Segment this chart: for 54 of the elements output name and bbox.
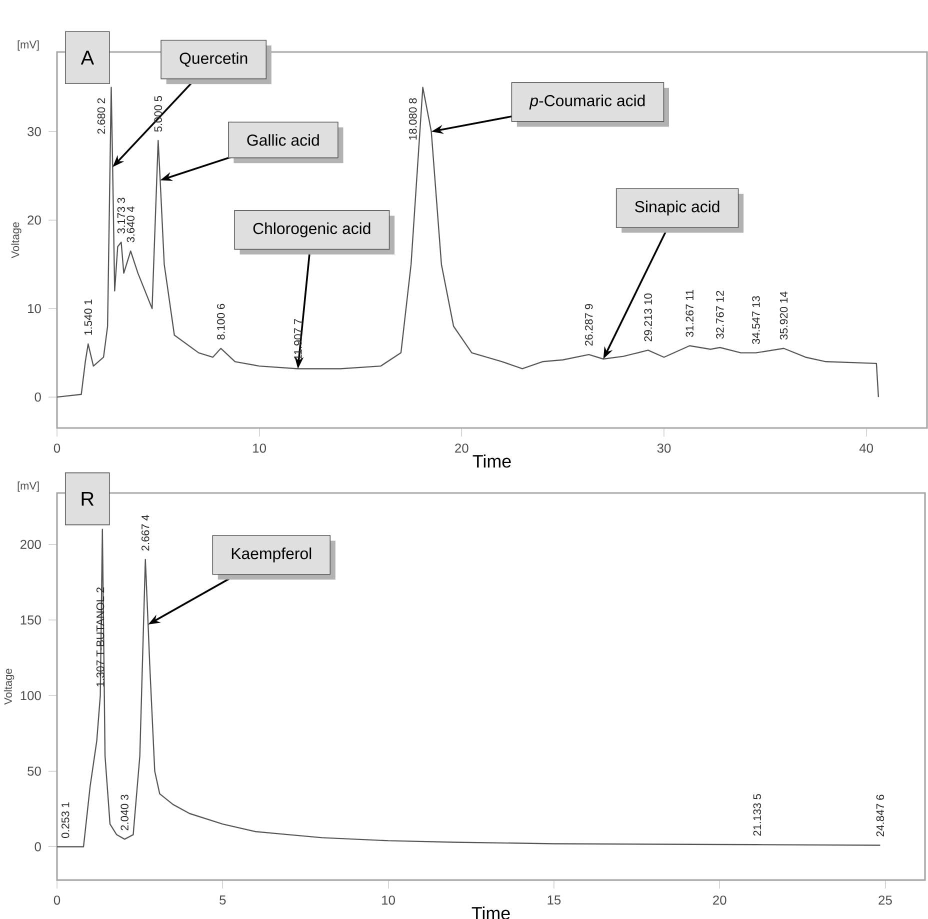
annotation: 34.547 13	[752, 296, 760, 344]
chart-title: R	[82, 492, 94, 506]
x-tick-label: 0	[54, 444, 60, 453]
annotation: 0.253 1	[62, 802, 70, 838]
text: [mV]	[18, 482, 39, 492]
annotation: Sinapic acid	[635, 200, 720, 216]
x-tick-label: 20	[713, 896, 726, 905]
annotation: p-Coumaric acid	[529, 94, 645, 110]
y-tick-label: 20	[28, 216, 41, 225]
annotation: 1.540 1	[84, 300, 92, 335]
y-axis-title: Voltage	[11, 222, 22, 258]
annotation: 2.040 3	[120, 794, 128, 830]
x-tick-label: 30	[657, 444, 671, 453]
annotation: Quercetin	[180, 52, 248, 67]
chart-title: A	[80, 50, 94, 64]
annotation: 31.267 11	[686, 290, 694, 337]
annotation: 3.640 4	[126, 206, 135, 242]
annotation: 11.907 7	[294, 319, 302, 360]
annotation: 3.173 3	[117, 198, 126, 234]
y-tick-label: 150	[20, 615, 41, 625]
y-tick-label: 100	[20, 691, 41, 700]
x-tick-label: 25	[878, 896, 892, 905]
annotation: 18.080 8	[408, 98, 417, 140]
line-series	[56, 86, 880, 398]
annotation: 1.307 T-BUTANOL 2	[96, 587, 104, 686]
x-tick-label: 10	[382, 896, 395, 905]
annotation: 26.287 9	[584, 304, 593, 346]
annotation: 2.667 4	[141, 514, 150, 551]
y-tick-label: 50	[28, 766, 41, 776]
annotation: 8.100 6	[217, 304, 225, 340]
x-tick-label: 5	[220, 896, 226, 905]
x-tick-label: 0	[54, 896, 60, 905]
annotation: 32.767 12	[716, 290, 724, 339]
y-tick-label: 200	[20, 540, 41, 549]
annotation: 5.000 5	[154, 96, 162, 132]
y-tick-label: 30	[28, 127, 41, 136]
y-axis-title: Voltage	[4, 668, 14, 705]
annotation: Gallic acid	[247, 134, 319, 146]
y-tick-label: 0	[34, 842, 41, 852]
y-tick-label: 10	[28, 304, 41, 314]
x-axis-title: Time	[472, 454, 511, 468]
annotation: Kaempferol	[232, 547, 312, 562]
text: [mV]	[18, 40, 39, 51]
annotation: 2.680 2	[97, 98, 106, 134]
annotation: 35.920 14	[780, 292, 788, 340]
annotation: 24.847 6	[876, 794, 884, 836]
x-tick-label: 40	[859, 444, 873, 453]
y-tick-label: 0	[34, 392, 41, 402]
annotation: 29.213 10	[644, 293, 652, 342]
x-tick-label: 20	[455, 444, 468, 453]
x-tick-label: 15	[548, 896, 561, 905]
annotation: Chlorogenic acid	[253, 222, 370, 238]
x-tick-label: 10	[253, 444, 266, 453]
annotation: 21.133 5	[753, 794, 762, 836]
